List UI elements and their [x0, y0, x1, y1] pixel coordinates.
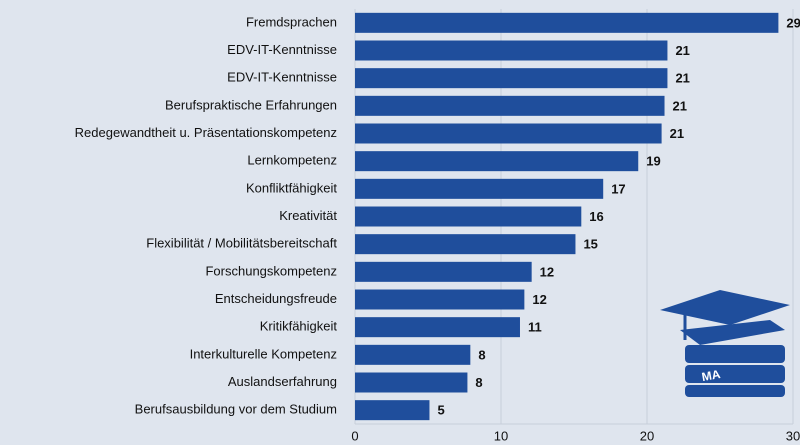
y-tick-label: Lernkompetenz [247, 153, 337, 168]
y-tick-label: Interkulturelle Kompetenz [190, 346, 337, 361]
value-label: 15 [583, 237, 597, 252]
logo-shape [680, 320, 785, 345]
bar [355, 289, 525, 310]
bar [355, 317, 520, 338]
value-label: 19 [646, 154, 660, 169]
x-tick-label: 20 [640, 428, 654, 443]
value-label: 12 [540, 264, 554, 279]
y-tick-label: Konfliktfähigkeit [246, 180, 337, 195]
y-tick-label: Berufsausbildung vor dem Studium [135, 402, 337, 417]
x-tick-label: 10 [494, 428, 508, 443]
value-label: 12 [532, 292, 546, 307]
bar [355, 151, 639, 172]
value-label: 16 [589, 209, 603, 224]
value-label: 8 [475, 375, 482, 390]
value-label: 17 [611, 181, 625, 196]
bar [355, 344, 471, 365]
logo-text: MA [701, 367, 722, 384]
value-label: 5 [437, 403, 444, 418]
bar [355, 12, 779, 33]
x-tick-label: 0 [351, 428, 358, 443]
value-label: 11 [528, 320, 542, 335]
logo-shape [685, 345, 785, 363]
bar [355, 372, 468, 393]
y-tick-label: Entscheidungsfreude [215, 291, 337, 306]
value-label: 8 [478, 347, 485, 362]
y-tick-label: Auslandserfahrung [228, 374, 337, 389]
value-label: 21 [673, 98, 687, 113]
bar [355, 178, 604, 199]
bar [355, 123, 662, 144]
logo-shape [685, 365, 785, 383]
y-tick-label: EDV-IT-Kenntnisse [227, 42, 337, 57]
x-tick-label: 30 [786, 428, 800, 443]
bar [355, 95, 665, 116]
logo-shape [685, 385, 785, 397]
value-label: 21 [670, 126, 684, 141]
value-label: 21 [675, 71, 689, 86]
bar [355, 40, 668, 61]
y-tick-label: Flexibilität / Mobilitätsbereitschaft [146, 236, 337, 251]
logo-shape [660, 290, 790, 325]
bar [355, 400, 430, 421]
y-tick-label: Forschungskompetenz [205, 263, 337, 278]
bar [355, 234, 576, 255]
bar [355, 206, 582, 227]
bar [355, 261, 532, 282]
y-tick-label: Berufspraktische Erfahrungen [165, 97, 337, 112]
y-tick-label: Fremdsprachen [246, 14, 337, 29]
y-tick-label: Kritikfähigkeit [260, 319, 338, 334]
logo: MA [660, 290, 790, 397]
value-label: 29 [786, 15, 800, 30]
y-tick-label: Redegewandtheit u. Präsentationskompeten… [75, 125, 337, 140]
y-tick-label: EDV-IT-Kenntnisse [227, 70, 337, 85]
y-tick-label: Kreativität [279, 208, 337, 223]
value-label: 21 [675, 43, 689, 58]
bar [355, 68, 668, 89]
